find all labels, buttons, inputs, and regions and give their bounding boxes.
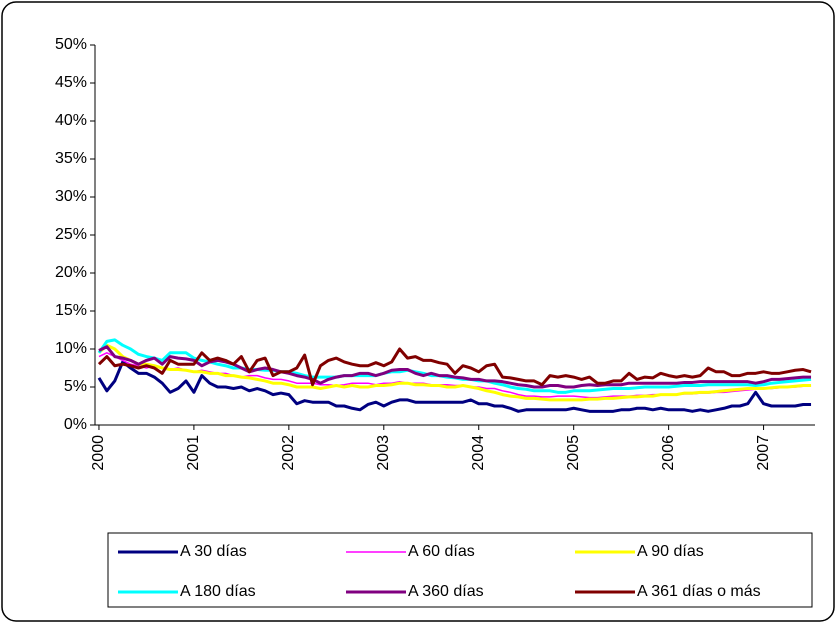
x-tick-label: 2000 (90, 435, 107, 471)
x-tick-label: 2006 (660, 435, 677, 471)
x-tick-label: 2003 (375, 435, 392, 471)
y-tick-label: 35% (55, 150, 87, 167)
y-tick-label: 25% (55, 226, 87, 243)
y-tick-label: 15% (55, 302, 87, 319)
y-tick-label: 40% (55, 112, 87, 129)
y-tick-label: 20% (55, 264, 87, 281)
x-tick-label: 2002 (280, 435, 297, 471)
legend-label: A 90 días (637, 543, 704, 560)
x-tick-label: 2004 (470, 435, 487, 471)
y-tick-label: 30% (55, 188, 87, 205)
y-tick-label: 10% (55, 340, 87, 357)
series-line (97, 343, 812, 402)
x-tick-label: 2007 (755, 435, 772, 471)
x-tick-label: 2001 (185, 435, 202, 471)
y-tick-label: 5% (64, 378, 87, 395)
legend-label: A 60 días (408, 543, 475, 560)
y-tick-label: 50% (55, 36, 87, 53)
series-line (97, 347, 812, 387)
y-tick-label: 0% (64, 416, 87, 433)
legend-label: A 361 días o más (637, 583, 761, 600)
series-line (97, 360, 812, 413)
y-tick-label: 45% (55, 74, 87, 91)
legend-label: A 360 días (408, 583, 484, 600)
legend-box (107, 532, 813, 608)
legend-label: A 30 días (180, 543, 247, 560)
legend-label: A 180 días (180, 583, 256, 600)
series-line (98, 345, 812, 389)
x-tick-label: 2005 (565, 435, 582, 471)
